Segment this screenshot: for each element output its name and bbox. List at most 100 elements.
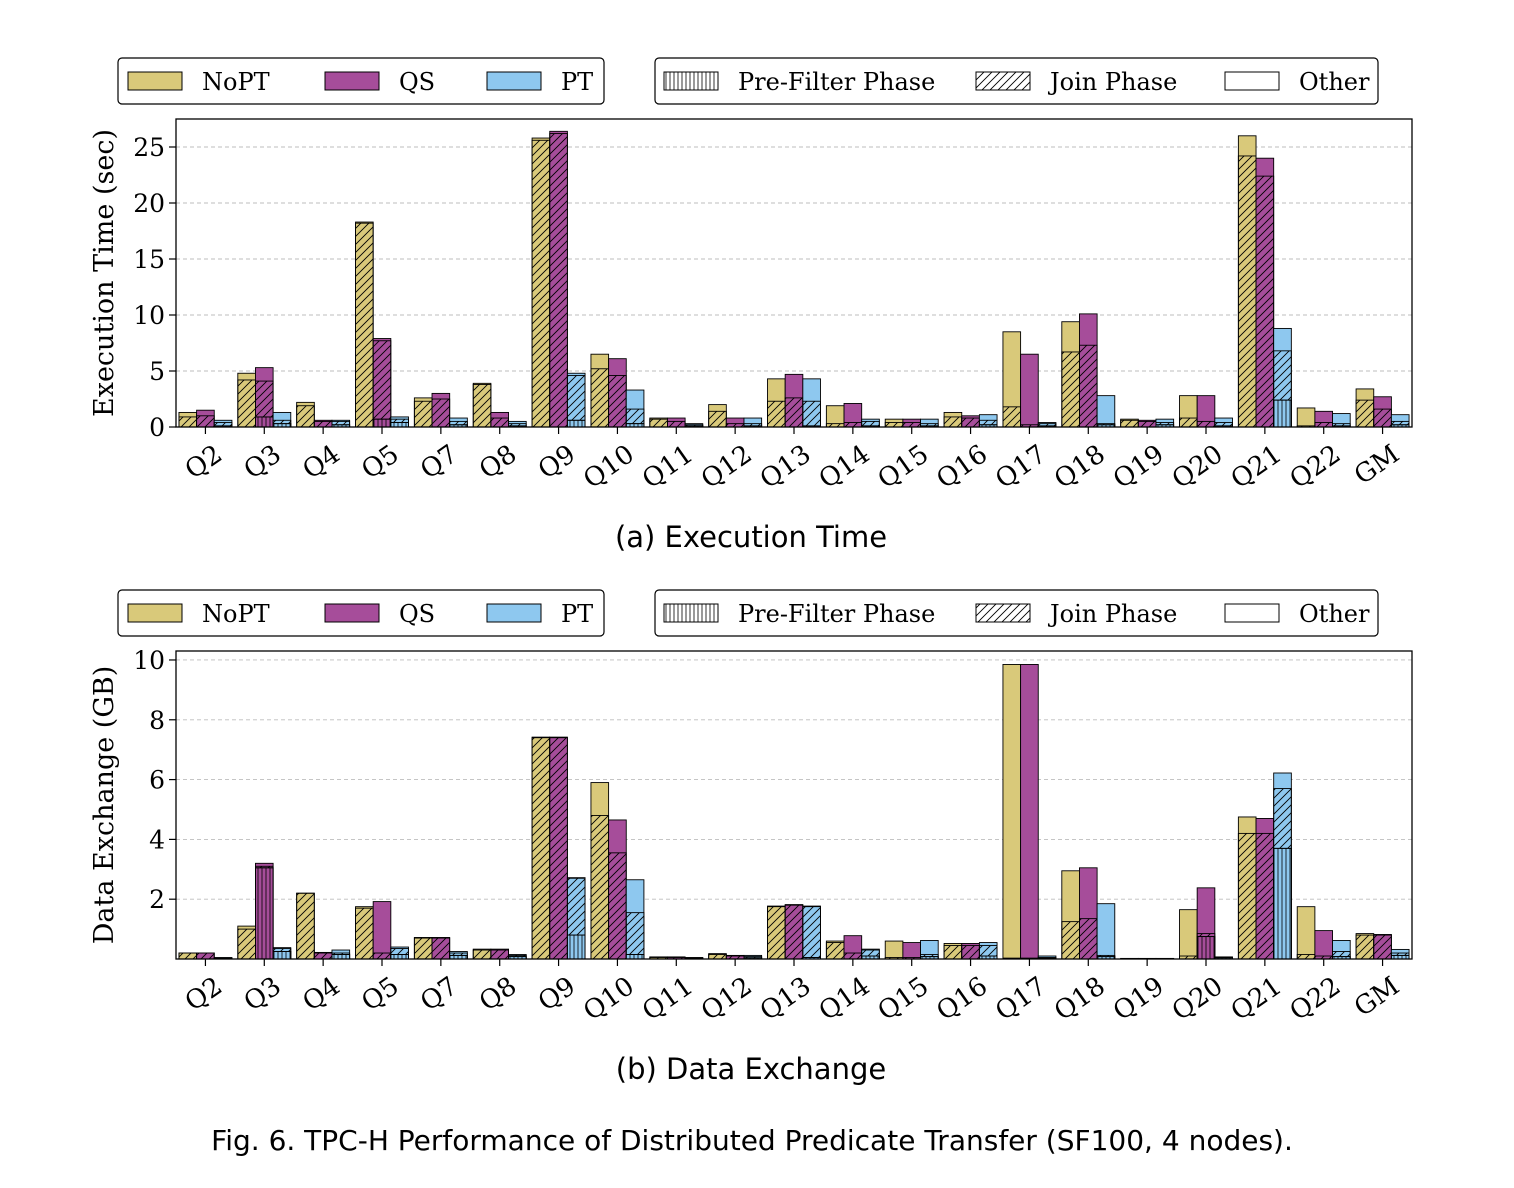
series-qs: [196, 130, 1392, 428]
bar-qs-q5: [372, 338, 392, 428]
x-tick-label-gm: GM: [1349, 971, 1405, 1023]
bar-qs-q15: [902, 418, 921, 428]
y-tick-label: 4: [149, 825, 165, 854]
y-tick-label: 6: [149, 766, 165, 795]
bar-join-phase: [566, 375, 586, 428]
bar-nopt-gm: [1355, 388, 1375, 428]
bar-qs-q2: [196, 409, 215, 428]
bar-prefilter-phase: [255, 867, 274, 960]
bar-qs-q16: [961, 943, 980, 960]
x-tick-label-q9: Q9: [533, 439, 581, 485]
bar-join-phase: [843, 422, 863, 428]
bar-prefilter-phase: [566, 934, 586, 960]
bar-pt-q8: [508, 954, 527, 960]
bar-prefilter-phase: [1196, 936, 1216, 960]
bar-nopt-q15: [884, 418, 904, 428]
legend-label-qs: QS: [399, 600, 435, 628]
bar-join-phase: [590, 368, 610, 428]
x-tick-label-q22: Q22: [1285, 971, 1347, 1027]
x-tick-label-q10: Q10: [578, 439, 640, 495]
bar-qs-q21: [1255, 157, 1275, 428]
bar-qs-q10: [608, 358, 627, 428]
bar-pt-q13: [802, 905, 821, 960]
x-tick-label-q16: Q16: [931, 439, 993, 495]
bar-nopt-q12: [708, 404, 727, 428]
bar-nopt-q10: [590, 353, 610, 428]
bar-pt-q12: [743, 417, 763, 428]
bar-pt-q21: [1273, 327, 1292, 428]
bar-join-phase: [431, 937, 451, 960]
bar-total: [1314, 930, 1333, 960]
bar-join-phase: [413, 400, 433, 428]
bar-nopt-q18: [1061, 321, 1080, 428]
y-tick-label: 10: [133, 646, 165, 675]
bar-nopt-q14: [825, 405, 845, 428]
subcaption: (a) Execution Time: [615, 520, 887, 554]
bar-join-phase: [178, 952, 198, 960]
bar-join-phase: [372, 952, 392, 960]
bar-nopt-q7: [413, 937, 433, 960]
legend-label-pre-filter-phase: Pre-Filter Phase: [738, 600, 935, 628]
bar-join-phase: [590, 815, 610, 960]
legend-swatch-pre-filter-phase: [663, 603, 719, 623]
bar-nopt-q7: [413, 397, 433, 428]
bar-nopt-q14: [825, 940, 845, 960]
x-tick-label-q13: Q13: [755, 971, 817, 1027]
x-tick-label-q7: Q7: [415, 971, 463, 1017]
bar-qs-q18: [1079, 313, 1098, 428]
bar-qs-q22: [1314, 930, 1333, 960]
y-tick-label: 0: [149, 413, 165, 442]
legend-swatch-nopt: [127, 603, 183, 623]
bar-pt-q8: [508, 420, 527, 428]
bar-qs-q8: [490, 411, 509, 428]
bar-prefilter-phase: [372, 418, 392, 428]
x-tick-label-q19: Q19: [1108, 439, 1170, 495]
legend-label-pt: PT: [561, 600, 593, 628]
bar-pt-gm: [1390, 414, 1410, 428]
bar-join-phase: [608, 852, 627, 960]
legend-label-qs: QS: [399, 68, 435, 96]
bar-qs-gm: [1373, 396, 1392, 428]
x-tick-label-q3: Q3: [239, 971, 287, 1017]
x-tick-label-q21: Q21: [1226, 971, 1288, 1027]
legend-label-join-phase: Join Phase: [1047, 600, 1177, 628]
bar-join-phase: [649, 418, 668, 428]
bar-pt-q4: [331, 949, 351, 960]
x-tick-label-q10: Q10: [578, 971, 640, 1027]
bar-join-phase: [767, 400, 786, 428]
legend-swatch-qs: [324, 603, 380, 623]
bar-qs-q13: [784, 373, 804, 428]
bar-join-phase: [196, 952, 215, 960]
bar-total: [1179, 909, 1198, 960]
x-tick-label-q22: Q22: [1285, 439, 1347, 495]
x-tick-label-q21: Q21: [1226, 439, 1288, 495]
bar-nopt-q2: [178, 411, 198, 428]
bar-pt-q15: [920, 940, 939, 960]
bar-pt-q10: [625, 879, 645, 960]
bar-qs-q8: [490, 948, 509, 960]
execution-time-panel: NoPT QS PT Pre-Filter Phase Join Phase Other …: [89, 57, 1413, 554]
x-tick-label-q20: Q20: [1167, 439, 1229, 495]
bar-pt-q20: [1214, 417, 1233, 428]
bar-join-phase: [767, 906, 786, 960]
bar-join-phase: [784, 904, 804, 960]
bar-qs-q2: [196, 952, 215, 960]
bar-nopt-q12: [708, 953, 727, 960]
y-axis-label: Execution Time (sec): [89, 129, 120, 417]
bar-join-phase: [961, 945, 980, 960]
bar-nopt-q18: [1061, 870, 1080, 960]
bar-nopt-q3: [237, 925, 256, 960]
bar-join-phase: [313, 420, 333, 428]
bar-qs-q9: [549, 736, 568, 960]
bar-qs-q4: [313, 419, 333, 428]
bar-nopt-q4: [296, 401, 315, 428]
data-exchange-panel: NoPT QS PT Pre-Filter Phase Join Phase Other …: [89, 589, 1413, 1086]
x-tick-label-q2: Q2: [180, 439, 228, 485]
legend-swatch-other: [1224, 71, 1280, 91]
bar-join-phase: [961, 417, 980, 428]
bar-join-phase: [196, 415, 215, 428]
y-axis-label: Data Exchange (GB): [89, 666, 120, 945]
bar-prefilter-phase: [390, 954, 409, 960]
bar-pt-q18: [1096, 395, 1116, 428]
figure-caption: Fig. 6. TPC-H Performance of Distributed…: [211, 1124, 1293, 1157]
